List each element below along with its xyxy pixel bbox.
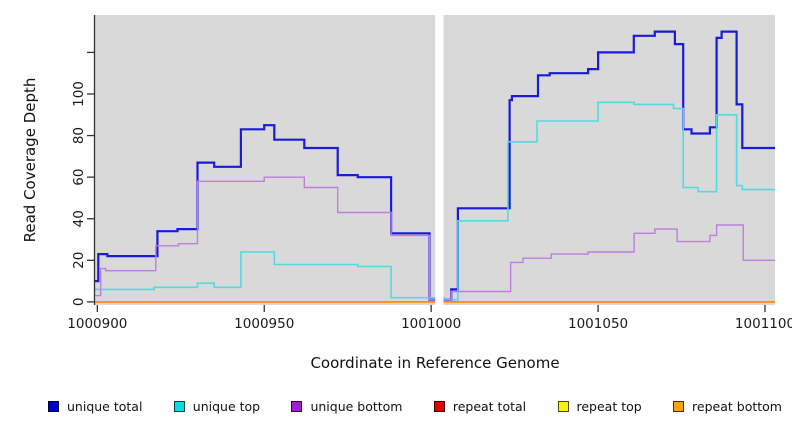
x-tick-label: 1001000 (401, 316, 461, 332)
legend-swatch-repeat-top (557, 400, 569, 412)
legend-label: repeat total (452, 398, 527, 414)
legend-label: repeat bottom (692, 398, 782, 414)
y-tick-label: 60 (71, 169, 87, 186)
x-tick-label: 1001100 (735, 316, 792, 332)
x-axis-title: Coordinate in Reference Genome (310, 354, 560, 372)
y-tick-label: 80 (71, 127, 87, 144)
series-unique-top (95, 101, 775, 301)
legend-item-unique-total: unique total (48, 399, 142, 414)
legend: unique total unique top unique bottom repea… (48, 397, 782, 415)
legend-label: unique total (67, 398, 143, 414)
y-tick-label: 0 (71, 298, 87, 307)
legend-swatch-repeat-bottom (673, 400, 685, 412)
legend-label: unique bottom (310, 398, 403, 414)
coverage-chart: 0 20 40 60 80 100 1000900 1000950 1001000 1001050… (67, 14, 792, 332)
series-unique-bottom (95, 176, 775, 301)
legend-swatch-unique-top (173, 400, 185, 412)
x-tick-label: 1000950 (234, 316, 294, 332)
y-tick-label: 100 (71, 81, 87, 107)
no-data-gap (435, 14, 444, 306)
legend-item-repeat-top: repeat top (557, 398, 642, 414)
legend-item-unique-top: unique top (173, 398, 261, 414)
x-tick-label: 1001050 (568, 316, 628, 332)
legend-item-unique-bottom: unique bottom (291, 398, 403, 414)
legend-swatch-unique-total (48, 400, 59, 412)
y-tick-label: 40 (71, 210, 87, 227)
legend-item-repeat-bottom: repeat bottom (673, 399, 782, 414)
y-tick-label: 20 (71, 252, 87, 269)
legend-label: repeat top (576, 398, 642, 414)
plot-panel (95, 15, 775, 305)
y-axis-title: Read Coverage Depth (21, 77, 39, 243)
series-unique-total (95, 30, 775, 301)
legend-swatch-repeat-total (433, 400, 445, 412)
legend-item-repeat-total: repeat total (433, 398, 527, 414)
legend-label: unique top (192, 398, 261, 414)
x-tick-label: 1000900 (67, 316, 127, 332)
legend-swatch-unique-bottom (291, 400, 303, 412)
